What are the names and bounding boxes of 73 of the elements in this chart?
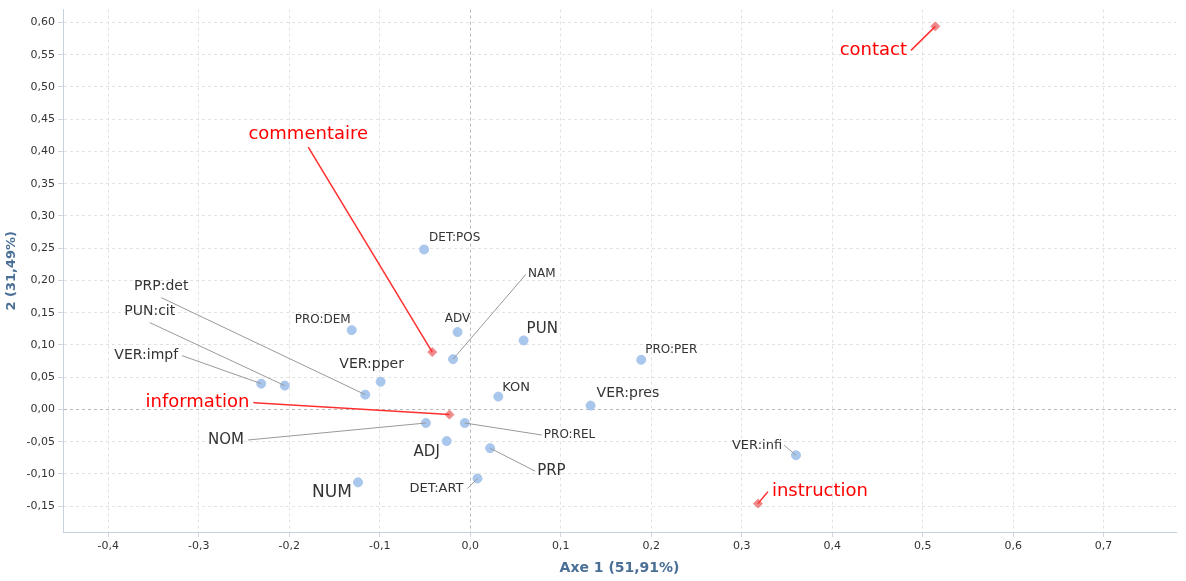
annotation: VER:impf [114,346,180,363]
annotation: PRP [537,461,566,480]
annotation: PRO:DEM [294,312,351,327]
annotation: PRP:det [134,277,189,294]
y-tick-label: 0,50 [30,79,56,93]
x-tick-label: -0,3 [188,539,210,553]
x-tick-label: 0,3 [732,539,751,553]
x-tick-label: 0,2 [642,539,660,553]
x-tick-label: -0,4 [97,539,120,553]
point [930,21,941,32]
annotation: VER:pres [596,384,660,401]
annotation: VER:pper [339,355,405,372]
point [375,376,386,387]
annotation: PRO:REL [543,427,596,442]
annotation: DET:ART [409,479,464,495]
point [493,391,504,402]
y-tick-label: 0,55 [30,47,56,61]
x-tick-label: 0,0 [461,539,479,553]
y-tick-label: -0,15 [26,499,56,513]
annotation: NAM [528,266,556,281]
x-tick-label: 0,6 [1004,539,1022,553]
point [360,389,371,400]
x-tick-label: -0,2 [278,539,300,553]
point [448,354,459,365]
x-tick-label: 0,1 [551,539,570,553]
y-tick-label: -0,10 [26,466,56,480]
annotation: contact [839,38,907,60]
point [279,380,290,391]
point [585,400,596,411]
point [518,335,529,346]
point [636,354,647,365]
annotation: NUM [312,480,352,501]
x-tick-label: -0,1 [369,539,391,553]
y-tick-label: 0,30 [30,208,56,222]
annotation: ADJ [413,441,440,460]
y-tick-label: 0,35 [30,176,56,190]
y-tick-label: -0,05 [26,434,56,448]
annotation: DET:POS [429,229,481,244]
annotation: PRO:PER [645,341,698,356]
y-tick-label: 0,20 [30,273,56,287]
y-tick-label: 0,25 [30,241,56,255]
annotation: PUN [526,319,558,338]
x-tick-label: 0,4 [823,539,841,553]
point [419,244,430,255]
y-tick-label: 0,45 [30,112,56,126]
annotation: information [145,390,250,412]
point [444,409,455,420]
y-tick-label: 0,00 [30,402,56,416]
point [485,443,496,454]
point [452,327,463,338]
point [346,325,357,336]
annotation: VER:infi [731,436,783,452]
point [441,436,452,447]
point [752,498,763,509]
y-tick-label: 0,05 [30,370,56,384]
annotation: instruction [771,479,868,501]
point [459,418,470,429]
x-tick-label: 0,7 [1094,539,1113,553]
annotation: PUN:cit [124,302,176,319]
annotation: ADV [444,311,472,326]
point [256,378,267,389]
x-axis-title: Axe 1 (51,91%) [559,559,680,576]
y-tick-label: 0,15 [30,305,56,319]
annotation: KON [502,378,531,394]
point [353,477,364,488]
annotation: NOM [207,429,244,448]
x-tick-label: 0,5 [913,539,932,553]
y-axis-title: 2 (31,49%) [3,231,19,311]
y-tick-label: 0,10 [30,337,56,351]
y-tick-label: 0,60 [30,15,56,29]
annotation: commentaire [248,121,369,143]
y-tick-label: 0,40 [30,144,56,158]
point [472,473,483,484]
